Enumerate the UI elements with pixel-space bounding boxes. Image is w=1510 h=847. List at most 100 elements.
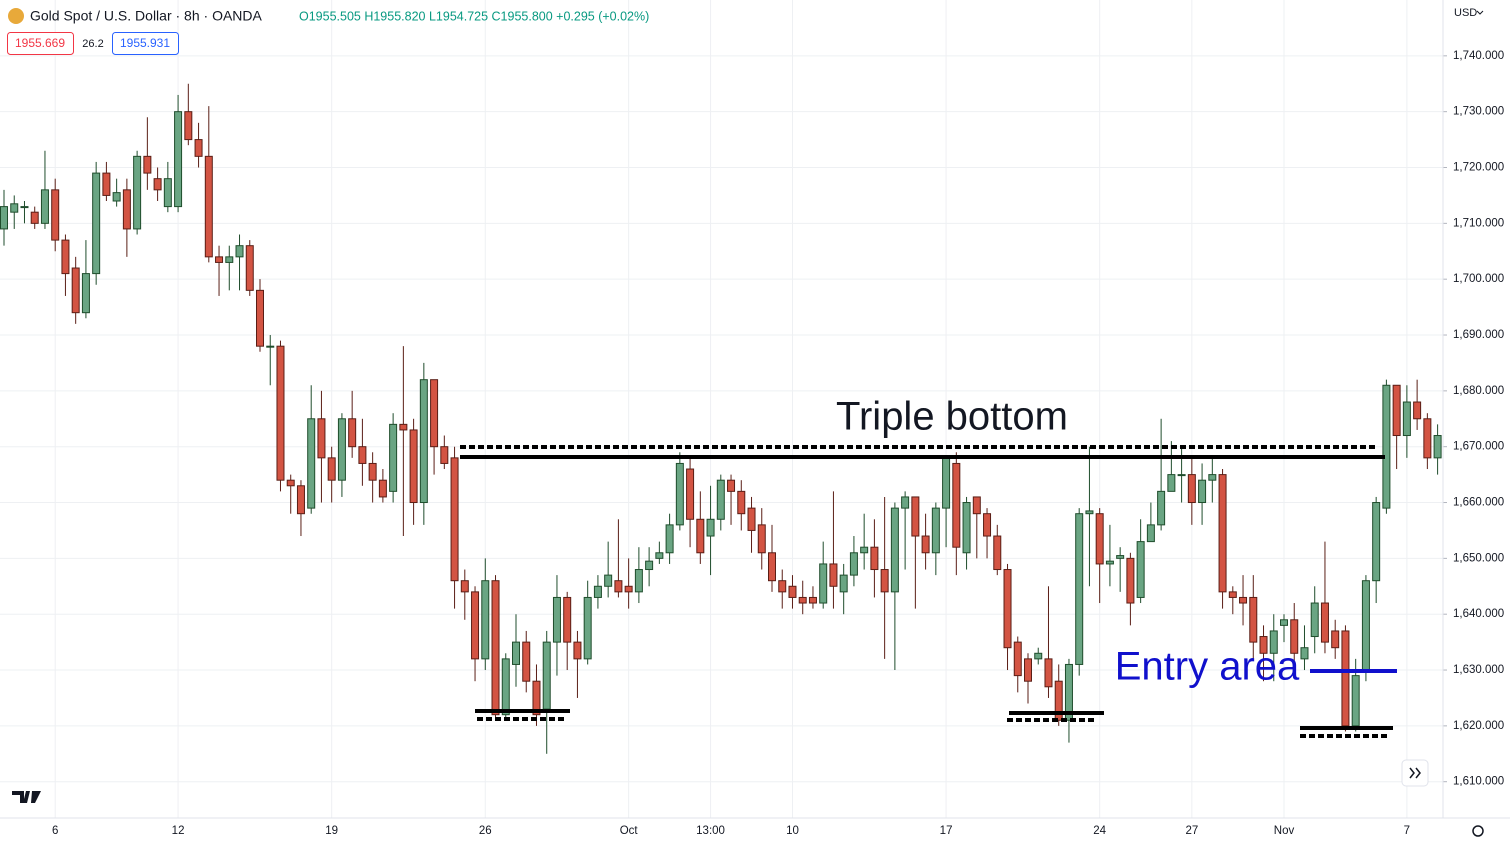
y-tick-label: 1,670.000 xyxy=(1453,441,1504,453)
candle-body xyxy=(40,189,49,224)
candle-body xyxy=(1310,602,1319,638)
candle-body xyxy=(1320,602,1329,643)
candle-body xyxy=(368,462,377,481)
candle-body xyxy=(1208,474,1217,481)
candle-body xyxy=(829,563,838,587)
sell-button[interactable] xyxy=(7,32,74,55)
candle-body xyxy=(706,518,715,537)
buy-button[interactable] xyxy=(112,32,179,55)
candle-body xyxy=(901,496,910,509)
currency-caret[interactable] xyxy=(1476,10,1484,15)
candle-body xyxy=(778,580,787,593)
ohlc-summary: O1955.505 H1955.820 L1954.725 C1955.800 … xyxy=(299,9,649,23)
candle-body xyxy=(471,591,480,660)
candle-body xyxy=(143,155,152,174)
chart-title[interactable]: Gold Spot / U.S. Dollar · 8h · OANDA xyxy=(30,8,263,24)
bid-price[interactable]: 1955.669 xyxy=(15,36,65,50)
candle-body xyxy=(839,574,848,593)
candle-body xyxy=(1146,524,1155,543)
candle-body xyxy=(1013,641,1022,677)
y-tick-label: 1,650.000 xyxy=(1453,552,1504,564)
candle-body xyxy=(768,552,776,582)
x-tick-label: 24 xyxy=(1093,825,1106,837)
currency-selector[interactable]: USD xyxy=(1454,7,1477,19)
candle-body xyxy=(348,418,357,448)
candle-body xyxy=(1034,652,1043,660)
candle-body xyxy=(890,507,899,593)
candle-body xyxy=(1280,619,1288,626)
candle-body xyxy=(61,239,70,275)
candle-body xyxy=(1259,636,1268,654)
candle-body xyxy=(1126,557,1135,604)
settings-button[interactable] xyxy=(1472,825,1484,837)
candle-body xyxy=(952,462,961,548)
candle-body xyxy=(542,641,551,710)
x-tick-label: 6 xyxy=(52,825,58,837)
annotation: Triple bottom xyxy=(836,395,1068,439)
candle-body xyxy=(1300,647,1309,660)
candle-body xyxy=(245,245,254,291)
annotation: Entry area xyxy=(1115,645,1300,689)
candle-body xyxy=(501,658,510,716)
candle-body xyxy=(327,457,336,481)
candle-body xyxy=(450,457,459,582)
x-tick-label: 17 xyxy=(940,825,953,837)
candle-body xyxy=(378,479,387,498)
candle-body xyxy=(1105,560,1114,565)
candle-body xyxy=(1198,479,1207,504)
candle-body xyxy=(573,641,582,660)
candle-body xyxy=(983,513,992,537)
candle-body xyxy=(942,457,951,509)
y-tick-label: 1,640.000 xyxy=(1453,608,1504,620)
scroll-icon[interactable] xyxy=(1409,767,1421,779)
candle-body xyxy=(1372,502,1381,582)
candles xyxy=(0,83,1442,754)
y-tick-label: 1,610.000 xyxy=(1453,776,1504,788)
candle-body xyxy=(296,485,305,515)
candle-body xyxy=(757,524,766,554)
y-tick-label: 1,730.000 xyxy=(1453,106,1504,118)
y-tick-label: 1,740.000 xyxy=(1453,50,1504,62)
candle-body xyxy=(491,580,500,716)
candle-body xyxy=(849,552,858,576)
x-tick-label: 26 xyxy=(479,825,492,837)
candle-body xyxy=(696,518,705,554)
candle-body xyxy=(552,596,561,643)
candle-body xyxy=(1239,596,1248,604)
candle-body xyxy=(122,189,131,230)
candle-body xyxy=(204,155,213,258)
candle-body xyxy=(409,429,418,504)
candle-body xyxy=(92,172,101,275)
y-tick-label: 1,720.000 xyxy=(1453,162,1504,174)
candle-body xyxy=(1177,474,1186,477)
logo[interactable] xyxy=(12,791,41,803)
candle-body xyxy=(645,560,654,571)
candle-body xyxy=(276,345,285,481)
candle-body xyxy=(163,178,172,208)
candle-body xyxy=(1075,513,1084,665)
candle-body xyxy=(1341,630,1350,727)
candle-body xyxy=(675,462,684,526)
candle-body xyxy=(1044,658,1053,688)
candle-body xyxy=(1331,630,1340,649)
candle-body xyxy=(460,580,469,593)
candle-body xyxy=(532,680,541,716)
candle-body xyxy=(593,585,602,598)
ask-price[interactable]: 1955.931 xyxy=(120,36,170,50)
candle-body xyxy=(481,580,490,660)
candle-body xyxy=(1402,401,1411,437)
candle-body xyxy=(962,502,971,554)
candle-body xyxy=(1392,384,1401,437)
candle-body xyxy=(51,189,60,241)
candle-body xyxy=(747,507,756,531)
y-tick-label: 1,700.000 xyxy=(1453,273,1504,285)
candle-body xyxy=(1157,490,1166,526)
spread: 26.2 xyxy=(82,38,103,50)
scroll-button[interactable] xyxy=(1401,759,1429,787)
candle-body xyxy=(1351,675,1360,727)
candle-body xyxy=(911,496,920,537)
candle-body xyxy=(788,585,797,598)
grid xyxy=(0,0,1447,818)
candle-body xyxy=(215,256,224,263)
x-tick-label: 10 xyxy=(786,825,799,837)
